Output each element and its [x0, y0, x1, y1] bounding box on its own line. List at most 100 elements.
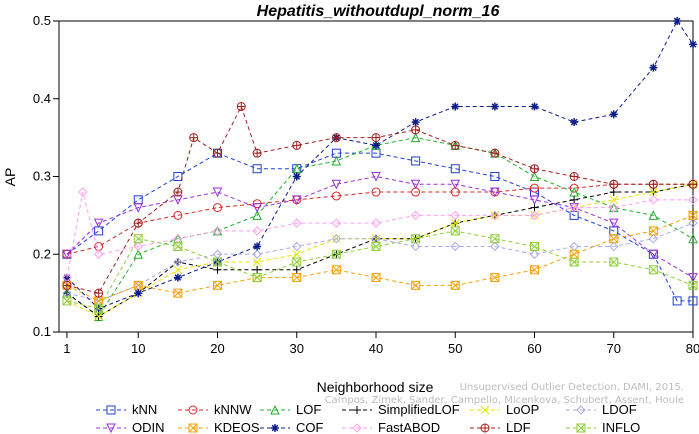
data-point	[106, 405, 116, 415]
legend-item-lof: LOF	[260, 402, 321, 417]
data-point	[213, 280, 222, 290]
data-point	[529, 249, 540, 259]
data-point	[688, 280, 698, 290]
x-tick-label: 70	[607, 341, 621, 356]
data-point	[93, 249, 104, 259]
series-ldf	[62, 102, 698, 298]
data-point	[292, 249, 302, 259]
data-point	[480, 405, 490, 415]
series-layer	[62, 17, 698, 321]
series-ldof	[62, 218, 698, 306]
data-point	[133, 218, 143, 228]
data-point	[529, 210, 540, 221]
data-point	[331, 191, 341, 201]
data-point	[213, 265, 222, 274]
data-point	[490, 241, 500, 252]
data-point	[134, 289, 143, 298]
x-axis: 1 10 20 30 40 50 60 70 80	[63, 332, 699, 356]
legend-label: SimplifiedLOF	[378, 402, 460, 417]
x-tick-label: 40	[369, 341, 383, 356]
data-point	[371, 218, 381, 228]
data-point	[212, 226, 223, 236]
data-point	[648, 226, 658, 236]
data-point	[688, 195, 698, 205]
data-point	[331, 249, 341, 259]
data-point	[530, 164, 539, 174]
series-fastabod	[62, 187, 698, 283]
data-point	[648, 249, 659, 260]
data-point	[410, 241, 421, 252]
data-point	[411, 234, 421, 244]
y-tick-label: 0.1	[33, 324, 51, 339]
data-point	[576, 405, 586, 415]
data-point	[569, 257, 579, 267]
data-point	[480, 423, 490, 433]
watermark-line-1: Unsupervised Outlier Detection, DAMI, 20…	[460, 382, 684, 393]
data-point	[133, 280, 143, 290]
data-point	[94, 304, 104, 314]
data-point	[609, 110, 618, 119]
legend-item-odin: ODIN	[96, 420, 165, 434]
data-point	[271, 424, 279, 432]
y-axis: 0.1 0.2 0.3 0.4 0.5	[33, 13, 59, 339]
watermark-line-2: Campos, Zimek, Sander, Campello, Micenko…	[325, 395, 684, 406]
data-point	[94, 288, 104, 298]
data-point	[530, 183, 539, 193]
data-point	[94, 312, 103, 321]
data-point	[490, 234, 500, 244]
data-point	[292, 265, 301, 274]
legend-item-knn: kNN	[96, 402, 157, 417]
data-point	[450, 210, 460, 221]
legend-label: COF	[296, 420, 324, 434]
data-point	[372, 141, 380, 150]
data-point	[173, 257, 183, 267]
data-point	[689, 40, 697, 49]
chart-title: Hepatitis_withoutdupl_norm_16	[257, 3, 500, 20]
data-point	[292, 273, 302, 283]
data-point	[173, 241, 183, 251]
data-point	[609, 195, 619, 205]
y-tick-label: 0.3	[33, 169, 51, 184]
data-point	[569, 202, 579, 213]
data-point	[609, 257, 619, 267]
data-point	[411, 280, 421, 290]
legend-label: kNNW	[214, 402, 252, 417]
data-point	[173, 288, 183, 298]
data-point	[490, 148, 500, 158]
data-point	[648, 179, 658, 189]
x-tick-label: 50	[448, 341, 462, 356]
data-point	[292, 172, 301, 181]
data-point	[253, 242, 262, 251]
data-point	[252, 257, 262, 267]
legend-item-cof: COF	[260, 420, 324, 434]
data-point	[490, 172, 500, 181]
data-point	[252, 210, 262, 220]
data-point	[188, 405, 198, 415]
data-point	[530, 241, 539, 251]
data-point	[576, 423, 586, 433]
data-point	[648, 195, 659, 205]
data-point	[371, 172, 381, 182]
data-point	[530, 102, 539, 111]
data-point	[292, 218, 302, 228]
data-point	[331, 179, 342, 190]
data-point	[688, 233, 698, 244]
data-point	[411, 125, 421, 135]
legend-label: LOF	[296, 402, 321, 417]
data-point	[371, 241, 381, 251]
legend-label: INFLO	[602, 420, 640, 434]
data-point	[570, 118, 579, 127]
data-point	[608, 218, 619, 229]
data-point	[189, 133, 199, 143]
data-point	[450, 226, 460, 236]
data-point	[688, 218, 698, 228]
data-point	[450, 280, 460, 290]
data-point	[252, 164, 262, 174]
data-point	[688, 210, 698, 220]
data-point	[530, 265, 539, 275]
legend-item-kdeos: KDEOS	[178, 420, 260, 434]
data-point	[451, 102, 460, 111]
data-point	[173, 172, 183, 181]
legend-label: LoOP	[506, 402, 539, 417]
data-point	[450, 218, 460, 228]
